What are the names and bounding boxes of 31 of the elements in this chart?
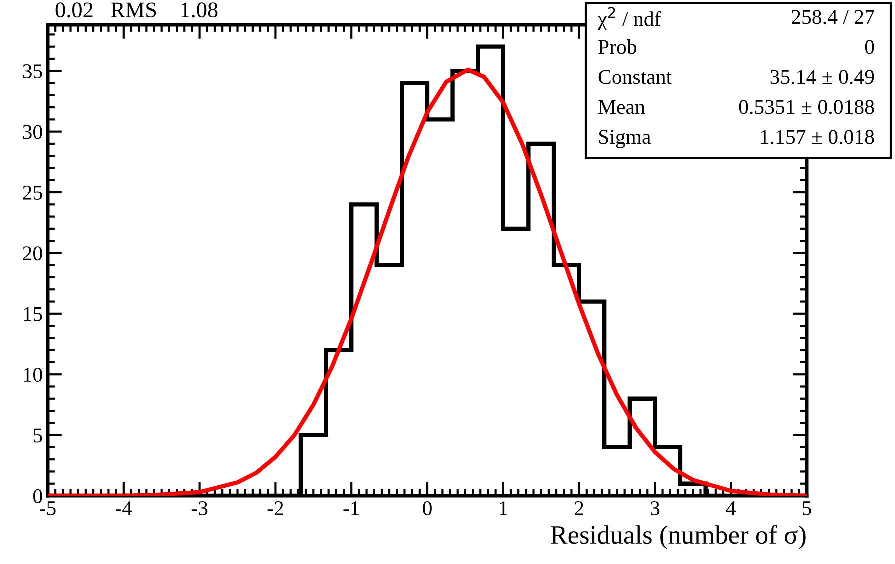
x-tick-label: 4 [726,502,736,516]
x-tick-label: -5 [40,502,56,516]
annotation: Sigma [599,130,651,148]
x-tick-label: -1 [344,502,360,516]
y-tick-label: 5 [34,428,42,443]
text: 258.4 / 27 [792,10,874,24]
x-tick-label: 3 [650,502,660,516]
x-tick-label: 2 [575,502,584,516]
y-tick-label: 10 [24,368,42,382]
y-tick-label: 15 [24,307,42,322]
y-tick-label: 25 [23,186,42,200]
y-tick-label: 35 [23,64,42,79]
annotation: 0.5351 ± 0.0188 [739,100,874,114]
text: 0 [865,40,874,54]
x-tick-label: -4 [116,502,132,516]
annotation: 1.157 ± 0.018 [761,130,874,144]
x-tick-label: 5 [803,502,812,516]
y-tick-label: 20 [23,246,42,261]
x-tick-label: -3 [192,502,208,516]
y-tick-label: 0 [34,489,42,504]
x-axis-title: Residuals (number of σ) [550,525,806,550]
x-tick-label: 0 [423,501,432,516]
annotation: χ$^{2}$ / ndf [598,7,662,30]
annotation: Mean [598,100,646,114]
annotation: 35.14 ± 0.49 [770,70,874,84]
x-tick-label: 1 [500,502,508,516]
annotation: Constant [598,70,672,84]
text: 0.02 RMS 1.08 [56,2,218,18]
annotation: Prob [598,40,637,54]
y-tick-label: 30 [23,125,42,140]
x-tick-label: -2 [268,502,284,516]
